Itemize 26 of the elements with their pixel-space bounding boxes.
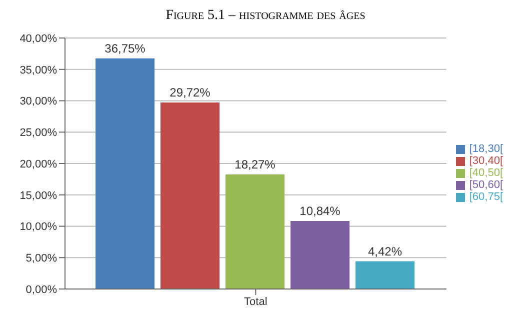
y-tick-label: 40,00% [20, 32, 58, 45]
legend-label: [50,60[ [469, 179, 503, 191]
bar [160, 102, 220, 289]
bar [226, 174, 285, 289]
bar [96, 58, 155, 289]
x-tick-label: Total [244, 296, 268, 308]
y-tick-label: 5,00% [26, 252, 58, 265]
y-tick-label: 0,00% [26, 284, 58, 296]
data-label: 10,84% [300, 204, 341, 218]
data-label: 4,42% [368, 244, 402, 258]
data-label: 18,27% [234, 157, 276, 172]
data-label: 36,75% [104, 41, 146, 56]
y-tick-label: 10,00% [20, 221, 58, 234]
y-tick-label: 35,00% [20, 64, 58, 76]
y-tick-label: 20,00% [20, 158, 58, 170]
legend-label: [18,30[ [469, 143, 503, 155]
bar [290, 220, 350, 289]
y-tick-label: 15,00% [20, 190, 58, 202]
y-tick-label: 25,00% [20, 127, 58, 140]
y-tick-label: 30,00% [20, 96, 58, 108]
legend-label: [40,50[ [469, 167, 503, 179]
data-label: 29,72% [170, 86, 211, 100]
chart-title: Figure 5.1 – histogramme des âges [164, 8, 366, 25]
legend-label: [60,75[ [469, 191, 503, 203]
bar [356, 261, 415, 289]
legend-label: [30,40[ [469, 155, 503, 167]
